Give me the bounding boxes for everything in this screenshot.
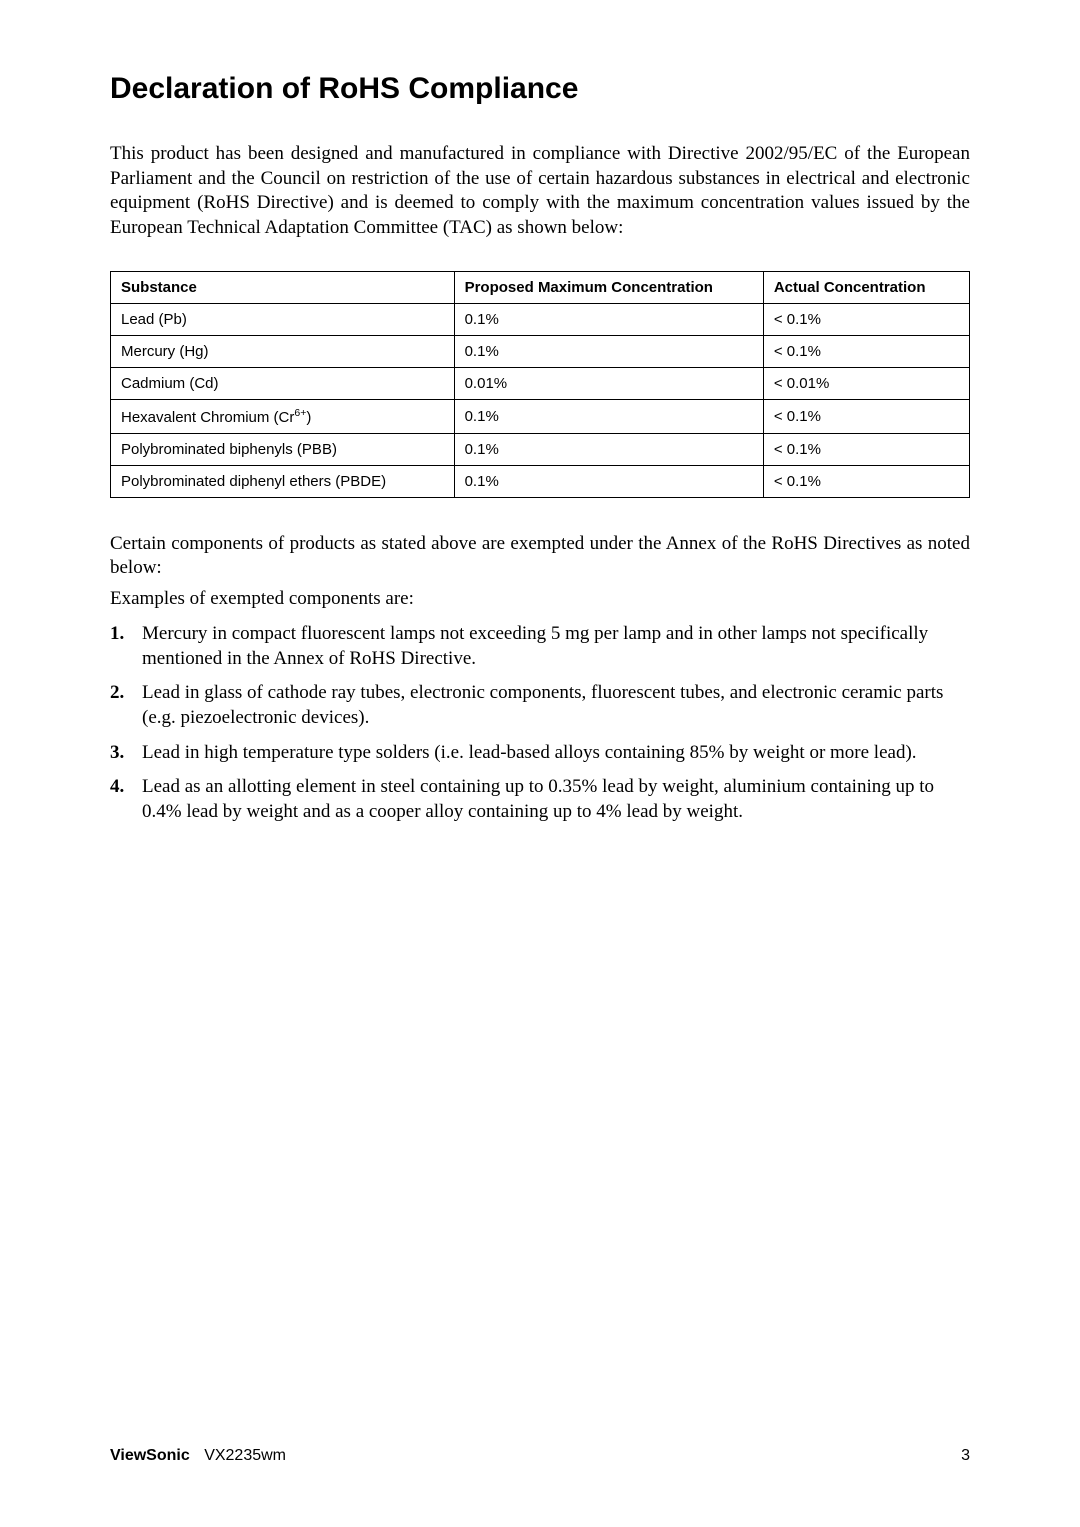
table-header-row: Substance Proposed Maximum Concentration…	[111, 271, 970, 303]
cell-actual: < 0.01%	[763, 367, 969, 399]
list-text: Lead in glass of cathode ray tubes, elec…	[142, 681, 970, 730]
list-number: 1.	[110, 622, 142, 671]
list-number: 4.	[110, 775, 142, 824]
footer-brand: ViewSonic	[110, 1447, 190, 1464]
cell-proposed: 0.01%	[454, 367, 763, 399]
table-row: Polybrominated diphenyl ethers (PBDE) 0.…	[111, 465, 970, 497]
cell-proposed: 0.1%	[454, 433, 763, 465]
footer-left: ViewSonic VX2235wm	[110, 1447, 286, 1465]
cell-substance: Hexavalent Chromium (Cr6+)	[111, 399, 455, 433]
table-row: Polybrominated biphenyls (PBB) 0.1% < 0.…	[111, 433, 970, 465]
table-row: Lead (Pb) 0.1% < 0.1%	[111, 303, 970, 335]
cell-proposed: 0.1%	[454, 399, 763, 433]
header-actual: Actual Concentration	[763, 271, 969, 303]
footer-model: VX2235wm	[204, 1447, 286, 1464]
cell-proposed: 0.1%	[454, 335, 763, 367]
list-text: Mercury in compact fluorescent lamps not…	[142, 622, 970, 671]
substance-superscript: 6+	[294, 407, 306, 419]
substance-suffix: )	[306, 409, 311, 426]
cell-substance: Mercury (Hg)	[111, 335, 455, 367]
cell-actual: < 0.1%	[763, 399, 969, 433]
header-substance: Substance	[111, 271, 455, 303]
cell-substance: Polybrominated biphenyls (PBB)	[111, 433, 455, 465]
list-number: 2.	[110, 681, 142, 730]
cell-substance: Lead (Pb)	[111, 303, 455, 335]
examples-label: Examples of exempted components are:	[110, 587, 970, 612]
exemptions-list: 1. Mercury in compact fluorescent lamps …	[110, 622, 970, 825]
cell-actual: < 0.1%	[763, 433, 969, 465]
list-item: 3. Lead in high temperature type solders…	[110, 741, 970, 766]
substance-prefix: Hexavalent Chromium (Cr	[121, 409, 294, 426]
cell-proposed: 0.1%	[454, 465, 763, 497]
table-row: Mercury (Hg) 0.1% < 0.1%	[111, 335, 970, 367]
cell-substance: Cadmium (Cd)	[111, 367, 455, 399]
cell-actual: < 0.1%	[763, 303, 969, 335]
list-number: 3.	[110, 741, 142, 766]
cell-substance: Polybrominated diphenyl ethers (PBDE)	[111, 465, 455, 497]
cell-actual: < 0.1%	[763, 335, 969, 367]
list-item: 4. Lead as an allotting element in steel…	[110, 775, 970, 824]
table-row: Cadmium (Cd) 0.01% < 0.01%	[111, 367, 970, 399]
list-text: Lead as an allotting element in steel co…	[142, 775, 970, 824]
list-item: 1. Mercury in compact fluorescent lamps …	[110, 622, 970, 671]
page-title: Declaration of RoHS Compliance	[110, 72, 970, 106]
intro-paragraph: This product has been designed and manuf…	[110, 142, 970, 241]
list-item: 2. Lead in glass of cathode ray tubes, e…	[110, 681, 970, 730]
list-text: Lead in high temperature type solders (i…	[142, 741, 970, 766]
cell-actual: < 0.1%	[763, 465, 969, 497]
cell-proposed: 0.1%	[454, 303, 763, 335]
table-row: Hexavalent Chromium (Cr6+) 0.1% < 0.1%	[111, 399, 970, 433]
substance-table: Substance Proposed Maximum Concentration…	[110, 271, 970, 498]
secondary-paragraph: Certain components of products as stated…	[110, 532, 970, 581]
footer-page-number: 3	[961, 1447, 970, 1465]
header-proposed: Proposed Maximum Concentration	[454, 271, 763, 303]
page-footer: ViewSonic VX2235wm 3	[110, 1447, 970, 1465]
